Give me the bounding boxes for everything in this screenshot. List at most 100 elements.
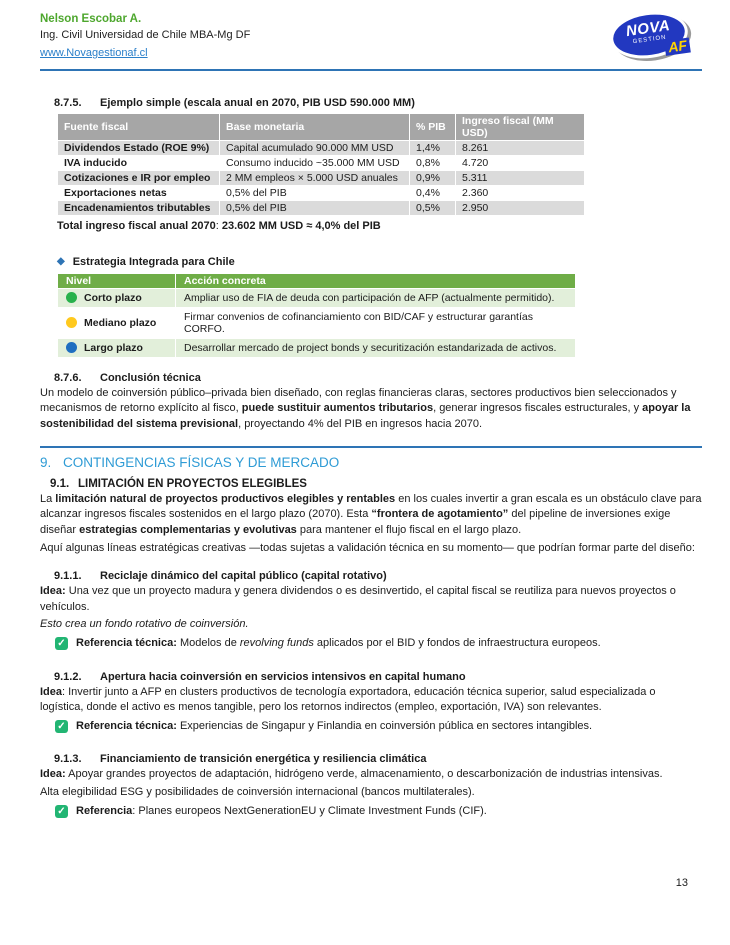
col-header: Acción concreta bbox=[175, 272, 576, 289]
subsection-9-1-3: 9.1.3. Financiamiento de transición ener… bbox=[40, 753, 702, 819]
cell: 0,9% bbox=[409, 169, 456, 186]
cell: 5.311 bbox=[455, 169, 585, 186]
nivel-cell: Largo plazo bbox=[57, 337, 176, 358]
subsection-heading: 9.1.2. Apertura hacia coinversión en ser… bbox=[54, 671, 702, 683]
note-paragraph: Esto crea un fondo rotativo de coinversi… bbox=[40, 618, 249, 631]
table-row: Encadenamientos tributables 0,5% del PIB… bbox=[57, 199, 585, 216]
table-header-row: Fuente fiscal Base monetaria % PIB Ingre… bbox=[57, 112, 585, 141]
conclusion-paragraph: Un modelo de coinversión público–privada… bbox=[40, 386, 691, 431]
table-row: Cotizaciones e IR por empleo 2 MM empleo… bbox=[57, 169, 585, 186]
estrategia-title: Estrategia Integrada para Chile bbox=[72, 255, 235, 268]
accion-cell: Ampliar uso de FIA de deuda con particip… bbox=[175, 287, 576, 308]
reference-text: Referencia técnica: Modelos de revolving… bbox=[76, 636, 601, 649]
heading-title: Ejemplo simple (escala anual en 2070, PI… bbox=[100, 96, 415, 109]
heading-title: Apertura hacia coinversión en servicios … bbox=[100, 670, 466, 683]
accion-cell: Desarrollar mercado de project bonds y s… bbox=[175, 337, 576, 358]
table-row: Dividendos Estado (ROE 9%) Capital acumu… bbox=[57, 139, 585, 156]
lineas-estrategicas-paragraph: Aquí algunas líneas estratégicas creativ… bbox=[40, 541, 695, 554]
col-header: % PIB bbox=[409, 112, 456, 141]
heading-9-1: 9.1. LIMITACIÓN EN PROYECTOS ELEGIBLES bbox=[50, 478, 702, 490]
heading-number: 9.1.3. bbox=[54, 753, 82, 766]
reference-text: Referencia técnica: Experiencias de Sing… bbox=[76, 719, 593, 732]
checkmark-icon: ✓ bbox=[55, 636, 68, 650]
nivel-label: Largo plazo bbox=[84, 341, 143, 354]
header-rule bbox=[40, 68, 702, 71]
checkmark-icon: ✓ bbox=[55, 804, 68, 818]
col-header: Ingreso fiscal (MM USD) bbox=[455, 112, 585, 141]
heading-number: 9. bbox=[40, 454, 52, 470]
heading-title: Financiamiento de transición energética … bbox=[100, 753, 427, 766]
diamond-bullet-icon: ◆ bbox=[57, 255, 65, 267]
reference-line: ✓ Referencia técnica: Experiencias de Si… bbox=[55, 719, 702, 735]
table-row: Mediano plazo Firmar convenios de cofina… bbox=[57, 306, 576, 339]
estrategia-table: Nivel Acción concreta Corto plazo Amplia… bbox=[57, 272, 576, 358]
section-divider-rule bbox=[40, 445, 702, 448]
nivel-cell: Mediano plazo bbox=[57, 306, 176, 339]
cell: Consumo inducido ~35.000 MM USD bbox=[219, 154, 410, 171]
idea-paragraph: Idea: Invertir junto a AFP en clusters p… bbox=[40, 685, 656, 714]
nova-gestion-logo: NOVA GESTION AF bbox=[604, 6, 700, 68]
blue-dot-icon bbox=[66, 341, 77, 353]
limitacion-paragraph: La limitación natural de proyectos produ… bbox=[40, 492, 702, 536]
accion-cell: Firmar convenios de cofinanciamiento con… bbox=[175, 306, 576, 339]
green-dot-icon bbox=[66, 291, 77, 303]
heading-number: 8.7.5. bbox=[54, 96, 82, 109]
col-header: Base monetaria bbox=[219, 112, 410, 141]
heading-number: 9.1.1. bbox=[54, 570, 82, 583]
col-header: Fuente fiscal bbox=[57, 112, 220, 141]
idea-paragraph: Idea: Apoyar grandes proyectos de adapta… bbox=[40, 768, 663, 781]
table-row: Exportaciones netas 0,5% del PIB 0,4% 2.… bbox=[57, 184, 585, 201]
subsection-9-1-1: 9.1.1. Reciclaje dinámico del capital pú… bbox=[40, 570, 702, 651]
heading-number: 8.7.6. bbox=[54, 371, 82, 384]
cell: 2.360 bbox=[455, 184, 585, 201]
cell: 2.950 bbox=[455, 199, 585, 216]
reference-line: ✓ Referencia técnica: Modelos de revolvi… bbox=[55, 636, 702, 652]
heading-8-7-6: 8.7.6. Conclusión técnica bbox=[54, 372, 702, 384]
total-fiscal-income: Total ingreso fiscal anual 2070: 23.602 … bbox=[57, 219, 381, 232]
cell: 8.261 bbox=[455, 139, 585, 156]
website-link[interactable]: www.Novagestionaf.cl bbox=[40, 46, 148, 59]
cell: Exportaciones netas bbox=[57, 184, 220, 201]
idea-paragraph: Idea: Una vez que un proyecto madura y g… bbox=[40, 585, 676, 613]
cell: 4.720 bbox=[455, 154, 585, 171]
heading-title: Reciclaje dinámico del capital público (… bbox=[100, 570, 387, 583]
col-header: Nivel bbox=[57, 272, 176, 289]
nivel-label: Corto plazo bbox=[84, 291, 142, 304]
logo-text-af: AF bbox=[664, 37, 691, 56]
checkmark-icon: ✓ bbox=[55, 719, 68, 733]
reference-line: ✓ Referencia: Planes europeos NextGenera… bbox=[55, 804, 702, 820]
cell: 2 MM empleos × 5.000 USD anuales bbox=[219, 169, 410, 186]
cell: Encadenamientos tributables bbox=[57, 199, 220, 216]
cell: Dividendos Estado (ROE 9%) bbox=[57, 139, 220, 156]
cell: 0,4% bbox=[409, 184, 456, 201]
cell: 0,8% bbox=[409, 154, 456, 171]
note-paragraph: Alta elegibilidad ESG y posibilidades de… bbox=[40, 785, 475, 798]
cell: Cotizaciones e IR por empleo bbox=[57, 169, 220, 186]
table-row: Corto plazo Ampliar uso de FIA de deuda … bbox=[57, 287, 576, 308]
cell: IVA inducido bbox=[57, 154, 220, 171]
table-header-row: Nivel Acción concreta bbox=[57, 272, 576, 289]
heading-number: 9.1. bbox=[50, 477, 70, 490]
fiscal-income-table: Fuente fiscal Base monetaria % PIB Ingre… bbox=[57, 112, 585, 216]
cell: Capital acumulado 90.000 MM USD bbox=[219, 139, 410, 156]
cell: 0,5% del PIB bbox=[219, 199, 410, 216]
cell: 0,5% del PIB bbox=[219, 184, 410, 201]
heading-number: 9.1.2. bbox=[54, 670, 82, 683]
estrategia-heading: ◆ Estrategia Integrada para Chile bbox=[57, 256, 702, 268]
subsection-heading: 9.1.1. Reciclaje dinámico del capital pú… bbox=[54, 570, 702, 582]
subsection-9-1-2: 9.1.2. Apertura hacia coinversión en ser… bbox=[40, 671, 702, 735]
heading-9: 9. CONTINGENCIAS FÍSICAS Y DE MERCADO bbox=[40, 455, 702, 470]
yellow-dot-icon bbox=[66, 316, 77, 328]
page-header: Nelson Escobar A. Ing. Civil Universidad… bbox=[40, 6, 702, 71]
table-row: Largo plazo Desarrollar mercado de proje… bbox=[57, 337, 576, 358]
heading-title: Conclusión técnica bbox=[100, 371, 201, 384]
heading-title: CONTINGENCIAS FÍSICAS Y DE MERCADO bbox=[63, 454, 340, 470]
cell: 0,5% bbox=[409, 199, 456, 216]
heading-title: LIMITACIÓN EN PROYECTOS ELEGIBLES bbox=[78, 477, 307, 490]
subsection-heading: 9.1.3. Financiamiento de transición ener… bbox=[54, 753, 702, 765]
author-credential: Ing. Civil Universidad de Chile MBA-Mg D… bbox=[40, 28, 251, 41]
table-row: IVA inducido Consumo inducido ~35.000 MM… bbox=[57, 154, 585, 171]
nivel-label: Mediano plazo bbox=[84, 316, 157, 329]
heading-8-7-5: 8.7.5. Ejemplo simple (escala anual en 2… bbox=[54, 97, 702, 109]
